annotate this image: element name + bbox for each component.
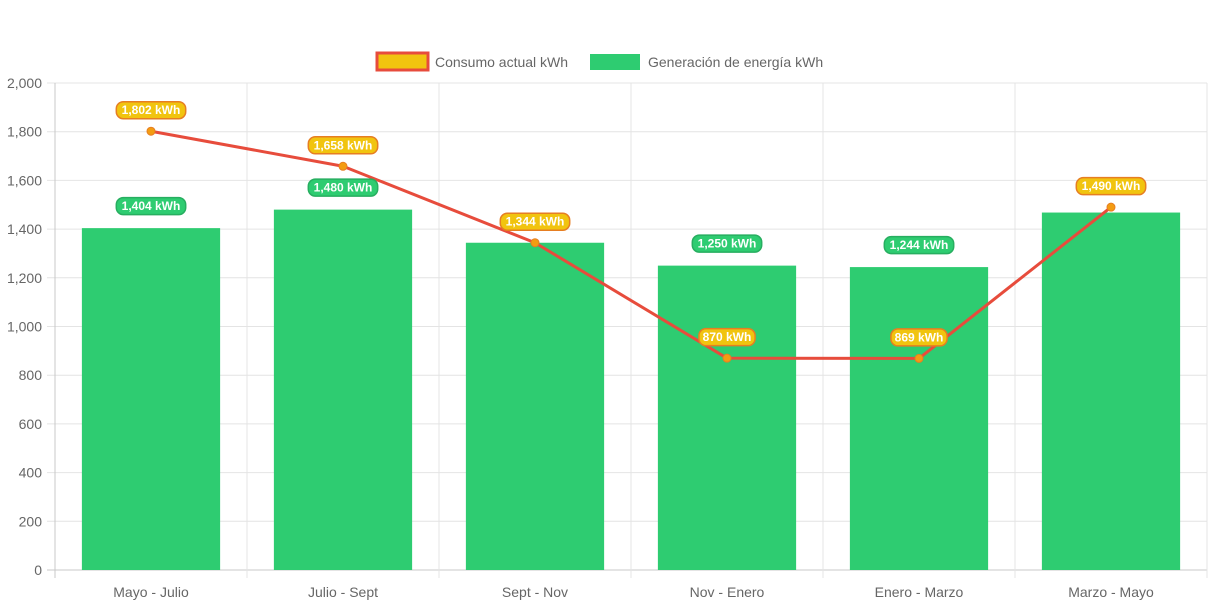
grid-layer: [47, 82, 1208, 578]
x-tick-label: Marzo - Mayo: [1068, 584, 1154, 600]
y-axis-ticks: 0 200 400 600 800 1,000 1,200 1,400 1,600 1,800 2,…: [7, 75, 42, 578]
y-tick-label: 200: [19, 513, 43, 529]
x-tick-label: Julio - Sept: [308, 584, 378, 600]
line-data-labels: 1,802 kWh 1,658 kWh 1,344 kWh 870 kWh 869 kW…: [115, 100, 1147, 347]
line-data-label-bg: [307, 136, 379, 155]
bar-data-label-text: 1,480 kWh: [314, 181, 373, 195]
x-tick-label: Sept - Nov: [502, 584, 568, 600]
bar-data-label-bg: [883, 235, 955, 255]
bar[interactable]: [657, 265, 797, 570]
legend-item-consumo[interactable]: Consumo actual kWh: [375, 51, 568, 72]
y-tick-label: 600: [19, 416, 43, 432]
legend-label-consumo: Consumo actual kWh: [435, 54, 568, 70]
line-data-label-bg: [698, 327, 756, 347]
bar-data-label-text: 1,244 kWh: [890, 238, 949, 252]
bar[interactable]: [1041, 212, 1181, 571]
line-point[interactable]: [146, 126, 156, 136]
y-tick-label: 1,200: [7, 270, 42, 286]
line-data-label-text: 1,802 kWh: [122, 103, 181, 117]
bar-data-label-text: 1,404 kWh: [122, 199, 181, 213]
y-tick-label: 2,000: [7, 75, 42, 91]
line-point[interactable]: [338, 161, 348, 171]
y-tick-label: 0: [34, 562, 42, 578]
legend: Consumo actual kWh Generación de energía…: [375, 51, 823, 72]
bar-data-label: 1,250 kWh: [691, 234, 763, 253]
line-data-label: 1,344 kWh: [499, 212, 571, 231]
bar[interactable]: [849, 267, 989, 570]
bar[interactable]: [273, 209, 413, 570]
y-tick-label: 1,000: [7, 319, 42, 335]
line-point[interactable]: [1106, 202, 1116, 212]
line-point[interactable]: [722, 353, 732, 363]
line-point[interactable]: [914, 353, 924, 363]
legend-swatch-consumo: [375, 51, 430, 72]
line-data-label-text: 870 kWh: [703, 330, 752, 344]
bar[interactable]: [81, 228, 221, 570]
bar-data-label: 1,404 kWh: [115, 196, 187, 216]
bar-series: [81, 209, 1181, 571]
line-data-label-bg: [890, 328, 948, 347]
y-tick-label: 400: [19, 465, 43, 481]
line-data-label: 1,490 kWh: [1075, 176, 1147, 196]
bar-data-label-bg: [307, 178, 379, 197]
legend-label-generacion: Generación de energía kWh: [648, 54, 823, 70]
y-tick-label: 1,600: [7, 172, 42, 188]
line-data-label-text: 1,490 kWh: [1082, 179, 1141, 193]
line-data-label: 1,802 kWh: [115, 100, 187, 120]
line-data-label: 870 kWh: [698, 327, 756, 347]
x-axis-ticks: Mayo - Julio Julio - Sept Sept - Nov Nov - …: [113, 584, 1154, 600]
legend-item-generacion[interactable]: Generación de energía kWh: [590, 54, 823, 70]
x-tick-label: Nov - Enero: [690, 584, 765, 600]
line-data-label-text: 869 kWh: [895, 330, 944, 344]
line-point[interactable]: [530, 238, 540, 248]
y-tick-label: 1,400: [7, 221, 42, 237]
line-path: [150, 129, 1112, 360]
x-tick-label: Mayo - Julio: [113, 584, 189, 600]
line-series: [146, 126, 1116, 363]
x-tick-label: Enero - Marzo: [875, 584, 964, 600]
line-data-label: 869 kWh: [890, 328, 948, 347]
bar-data-labels: 1,404 kWh 1,480 kWh 1,250 kWh 1,244 kWh: [115, 178, 955, 255]
bar-data-label: 1,480 kWh: [307, 178, 379, 197]
bar-data-label-bg: [115, 196, 187, 216]
y-tick-label: 1,800: [7, 124, 42, 140]
bar-data-label-text: 1,250 kWh: [698, 237, 757, 251]
line-data-label-bg: [1075, 176, 1147, 196]
bar-data-label: 1,244 kWh: [883, 235, 955, 255]
y-tick-label: 800: [19, 367, 43, 383]
line-data-label-bg: [115, 100, 187, 120]
legend-swatch-generacion: [590, 54, 640, 70]
bar-data-label-bg: [691, 234, 763, 253]
line-data-label: 1,658 kWh: [307, 136, 379, 155]
line-data-label-bg: [499, 212, 571, 231]
line-data-label-text: 1,344 kWh: [506, 215, 565, 229]
bar[interactable]: [465, 242, 605, 570]
line-data-label-text: 1,658 kWh: [314, 138, 373, 152]
